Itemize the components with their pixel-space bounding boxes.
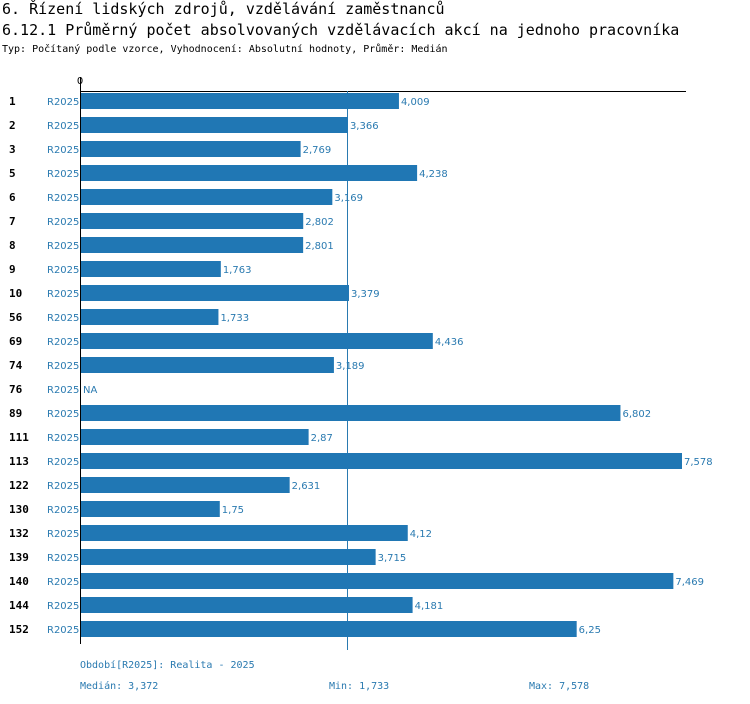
row-label-89: 89 [9, 407, 22, 420]
value-label-139: 3,715 [378, 553, 407, 564]
row-label-3: 3 [9, 143, 16, 156]
period-label-132: R2025 [47, 529, 79, 540]
bar-2 [81, 117, 348, 133]
bar-140 [81, 573, 674, 589]
bar-3 [81, 141, 301, 157]
row-label-6: 6 [9, 191, 16, 204]
value-label-2: 3,366 [350, 121, 379, 132]
period-label-113: R2025 [47, 457, 79, 468]
row-label-144: 144 [9, 599, 29, 612]
bar-139 [81, 549, 376, 565]
value-label-113: 7,578 [684, 457, 713, 468]
value-label-6: 3,169 [334, 193, 363, 204]
row-label-2: 2 [9, 119, 16, 132]
bar-7 [81, 213, 304, 229]
row-label-152: 152 [9, 623, 29, 636]
bar-74 [81, 357, 334, 373]
period-label-6: R2025 [47, 193, 79, 204]
row-label-113: 113 [9, 455, 29, 468]
row-label-9: 9 [9, 263, 16, 276]
value-label-1: 4,009 [401, 97, 430, 108]
value-label-10: 3,379 [351, 289, 380, 300]
median-summary: Medián: 3,372 [80, 681, 159, 692]
period-label-5: R2025 [47, 169, 79, 180]
row-label-5: 5 [9, 167, 16, 180]
value-label-89: 6,802 [622, 409, 651, 420]
period-label-8: R2025 [47, 241, 79, 252]
max-summary: Max: 7,578 [529, 681, 590, 692]
period-label-140: R2025 [47, 577, 79, 588]
bar-89 [81, 405, 621, 421]
section-title: 6. Řízení lidských zdrojů, vzdělávání za… [2, 0, 445, 18]
row-label-69: 69 [9, 335, 22, 348]
value-label-3: 2,769 [303, 145, 332, 156]
row-label-56: 56 [9, 311, 23, 324]
period-note: Období[R2025]: Realita - 2025 [80, 660, 255, 671]
bar-5 [81, 165, 418, 181]
bar-113 [81, 453, 682, 469]
value-label-69: 4,436 [435, 337, 464, 348]
bar-6 [81, 189, 333, 205]
row-label-140: 140 [9, 575, 29, 588]
row-label-139: 139 [9, 551, 29, 564]
period-label-152: R2025 [47, 625, 79, 636]
value-label-130: 1,75 [222, 505, 244, 516]
row-label-74: 74 [9, 359, 23, 372]
period-label-111: R2025 [47, 433, 79, 444]
value-label-8: 2,801 [305, 241, 334, 252]
bar-9 [81, 261, 221, 277]
bar-56 [81, 309, 219, 325]
row-label-132: 132 [9, 527, 29, 540]
min-summary: Min: 1,733 [329, 681, 390, 692]
value-label-5: 4,238 [419, 169, 448, 180]
period-label-69: R2025 [47, 337, 79, 348]
row-label-7: 7 [9, 215, 16, 228]
period-label-56: R2025 [47, 313, 79, 324]
period-label-2: R2025 [47, 121, 79, 132]
value-label-132: 4,12 [410, 529, 432, 540]
value-label-76: NA [83, 385, 97, 396]
value-label-9: 1,763 [223, 265, 252, 276]
value-label-7: 2,802 [305, 217, 334, 228]
value-label-152: 6,25 [579, 625, 601, 636]
value-label-122: 2,631 [292, 481, 321, 492]
period-label-74: R2025 [47, 361, 79, 372]
bar-69 [81, 333, 433, 349]
bar-10 [81, 285, 349, 301]
period-label-10: R2025 [47, 289, 79, 300]
bar-122 [81, 477, 290, 493]
period-label-3: R2025 [47, 145, 79, 156]
row-label-76: 76 [9, 383, 23, 396]
period-label-130: R2025 [47, 505, 79, 516]
period-label-9: R2025 [47, 265, 79, 276]
period-label-76: R2025 [47, 385, 79, 396]
value-label-144: 4,181 [415, 601, 444, 612]
row-label-10: 10 [9, 287, 22, 300]
bar-144 [81, 597, 413, 613]
value-label-111: 2,87 [311, 433, 333, 444]
value-label-74: 3,189 [336, 361, 365, 372]
bar-8 [81, 237, 304, 253]
row-label-111: 111 [9, 431, 29, 444]
bar-132 [81, 525, 408, 541]
bar-111 [81, 429, 309, 445]
value-label-140: 7,469 [675, 577, 704, 588]
chart-title: 6.12.1 Průměrný počet absolvovaných vzdě… [2, 21, 680, 39]
period-label-7: R2025 [47, 217, 79, 228]
chart-subtitle: Typ: Počítaný podle vzorce, Vyhodnocení:… [2, 44, 448, 55]
row-label-1: 1 [9, 95, 16, 108]
period-label-1: R2025 [47, 97, 79, 108]
bar-1 [81, 93, 399, 109]
period-label-144: R2025 [47, 601, 79, 612]
row-label-122: 122 [9, 479, 29, 492]
period-label-139: R2025 [47, 553, 79, 564]
row-label-8: 8 [9, 239, 16, 252]
row-label-130: 130 [9, 503, 29, 516]
value-label-56: 1,733 [220, 313, 249, 324]
bar-152 [81, 621, 577, 637]
period-label-122: R2025 [47, 481, 79, 492]
period-label-89: R2025 [47, 409, 79, 420]
bar-130 [81, 501, 220, 517]
